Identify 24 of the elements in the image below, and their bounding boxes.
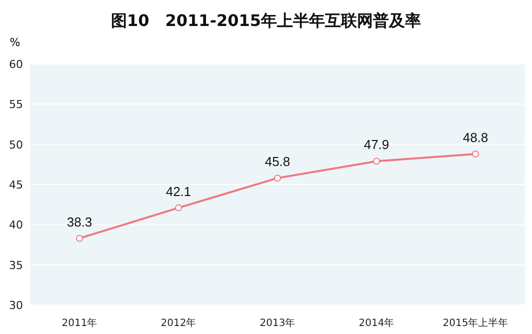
point	[274, 174, 281, 182]
y-tick-label: 30	[9, 299, 23, 312]
x-tick-label: 2014年	[358, 317, 394, 329]
y-tick-label: 45	[9, 178, 23, 192]
x-tick-label: 2011年	[62, 317, 98, 329]
data-label: 42.1	[166, 184, 192, 199]
point	[472, 150, 479, 158]
y-tick-label: 50	[9, 138, 23, 152]
data-label: 48.8	[462, 130, 488, 145]
x-tick-label: 2015年上半年	[442, 317, 508, 329]
y-tick-label: 35	[9, 258, 23, 272]
data-label: 45.8	[264, 154, 290, 170]
point	[373, 158, 380, 165]
data-label: 38.3	[66, 214, 92, 230]
y-tick-label: 40	[9, 218, 23, 232]
point	[175, 204, 182, 212]
y-tick-label: 60	[9, 58, 23, 71]
x-tick-label: 2012年	[160, 317, 196, 329]
y-tick-label: 55	[9, 98, 23, 112]
x-tick-label: 2013年	[260, 317, 296, 329]
point	[76, 234, 83, 242]
y-axis-title: %	[10, 36, 20, 49]
data-label: 47.9	[364, 137, 390, 152]
chart-title: 图10 2011-2015年上半年互联网普及率	[111, 11, 421, 30]
